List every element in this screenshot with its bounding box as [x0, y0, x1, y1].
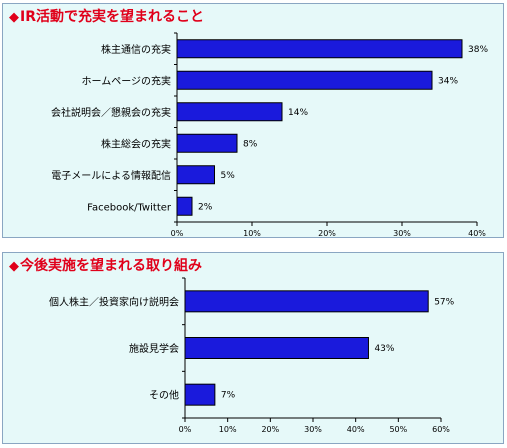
plot-area: 株主通信の充実 38% ホームページの充実 34% 会社説明会／懇親会の充実 14% 株主総… [51, 32, 488, 238]
data-label: 7% [221, 391, 236, 401]
category-label: ホームページの充実 [82, 74, 172, 87]
x-tick-label: 40% [468, 229, 486, 238]
x-tick-label: 10% [219, 425, 237, 434]
x-tick-label: 10% [243, 229, 261, 238]
x-tick-label: 20% [318, 229, 336, 238]
x-tick-label: 0% [179, 425, 192, 434]
category-label: その他 [149, 389, 179, 402]
chart-title-text: IR活動で充実を望まれること [20, 9, 204, 25]
plot-area: 個人株主／投資家向け説明会 57% 施設見学会 43% その他 7% 0% 10% 20% 30%… [49, 277, 455, 434]
x-tick-label: 30% [393, 229, 411, 238]
x-tick-label: 30% [304, 425, 322, 434]
data-label: 38% [468, 45, 488, 55]
bar [176, 102, 283, 122]
data-label: 57% [434, 297, 454, 307]
bar [184, 290, 429, 313]
category-label: 株主総会の充実 [101, 137, 171, 150]
data-label: 2% [198, 202, 213, 212]
chart-panel-future-initiatives: ◆今後実施を望まれる取り組み 個人株主／投資家向け説明会 57% 施設見学会 43% そ… [2, 252, 504, 444]
diamond-icon: ◆ [9, 10, 19, 25]
bar [176, 133, 238, 153]
data-label: 34% [438, 76, 458, 86]
chart-panel-ir-activities: ◆IR活動で充実を望まれること 株主通信の充実 38% ホームページの充実 34% 会社… [2, 3, 504, 238]
diamond-icon: ◆ [9, 259, 19, 274]
data-label: 5% [221, 171, 236, 181]
x-tick-label: 50% [389, 425, 407, 434]
x-tick-label: 60% [432, 425, 450, 434]
x-tick-label: 0% [171, 229, 184, 238]
chart-title: ◆IR活動で充実を望まれること [9, 6, 204, 26]
category-label: 株主通信の充実 [101, 43, 171, 56]
x-tick-label: 20% [261, 425, 279, 434]
category-label: 個人株主／投資家向け説明会 [49, 295, 179, 308]
chart-svg-ir-activities: 株主通信の充実 38% ホームページの充実 34% 会社説明会／懇親会の充実 14% 株主総… [51, 32, 488, 238]
bar [176, 165, 215, 185]
category-label: 電子メールによる情報配信 [51, 169, 171, 182]
data-label: 43% [374, 344, 394, 354]
data-label: 14% [288, 108, 308, 118]
chart-title: ◆今後実施を望まれる取り組み [9, 255, 202, 275]
bar [184, 383, 216, 406]
x-tick-label: 40% [347, 425, 365, 434]
chart-svg-future-initiatives: 個人株主／投資家向け説明会 57% 施設見学会 43% その他 7% 0% 10% 20% 30%… [49, 277, 455, 434]
chart-title-text: 今後実施を望まれる取り組み [20, 258, 202, 274]
category-label: 会社説明会／懇親会の充実 [51, 106, 171, 119]
bar [184, 337, 369, 359]
data-label: 8% [243, 139, 258, 149]
category-label: 施設見学会 [129, 342, 179, 355]
category-label: Facebook/Twitter [87, 202, 172, 213]
bar [176, 70, 433, 90]
bar [176, 196, 193, 216]
bar [176, 39, 463, 59]
